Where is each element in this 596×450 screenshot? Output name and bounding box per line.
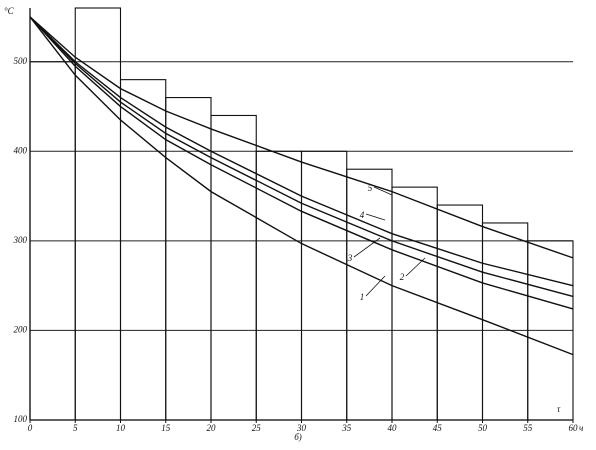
x-tick-label: 20 bbox=[207, 423, 217, 433]
step-block bbox=[300, 150, 348, 421]
curve bbox=[29, 16, 574, 259]
step-block bbox=[391, 186, 438, 421]
step-block bbox=[436, 204, 484, 421]
x-axis-label: τ bbox=[557, 404, 561, 414]
x-tick-label: 45 bbox=[433, 423, 443, 433]
curve-label: 2 bbox=[400, 272, 405, 282]
x-unit: ч bbox=[579, 423, 583, 433]
step-block bbox=[481, 222, 529, 421]
x-tick-label: 50 bbox=[478, 423, 488, 433]
curve-leader bbox=[365, 213, 386, 221]
x-tick-label: 30 bbox=[296, 423, 307, 433]
curve-leader bbox=[365, 275, 386, 297]
curve bbox=[29, 16, 574, 356]
y-tick-label: 400 bbox=[14, 145, 28, 155]
curve bbox=[29, 16, 574, 310]
y-tick-label: 200 bbox=[14, 324, 28, 334]
curve bbox=[29, 16, 574, 287]
x-tick-label: 55 bbox=[523, 423, 533, 433]
x-tick-label: 15 bbox=[161, 423, 171, 433]
curve-leader bbox=[353, 237, 381, 258]
x-tick-label: 40 bbox=[388, 423, 398, 433]
curve-label: 3 bbox=[347, 253, 353, 263]
y-axis-label: °C bbox=[4, 6, 15, 16]
x-tick-label: 60 bbox=[569, 423, 579, 433]
y-tick-label: 100 bbox=[14, 414, 28, 424]
curve-label: 5 bbox=[368, 183, 373, 193]
y-tick-label: 500 bbox=[14, 56, 28, 66]
x-tick-label: 0 bbox=[28, 423, 33, 433]
curve-leader bbox=[373, 186, 393, 196]
x-tick-label: 5 bbox=[73, 423, 78, 433]
step-block bbox=[119, 79, 167, 421]
curve-leader bbox=[405, 257, 426, 277]
curve-label: 4 bbox=[360, 210, 365, 220]
curve-label: 1 bbox=[360, 292, 365, 302]
x-tick-label: 10 bbox=[116, 423, 126, 433]
y-tick-label: 300 bbox=[13, 235, 28, 245]
step-block bbox=[346, 168, 393, 421]
curve bbox=[29, 16, 574, 298]
x-tick-label: 35 bbox=[341, 423, 352, 433]
caption: б) bbox=[294, 432, 302, 442]
x-tick-label: 25 bbox=[252, 423, 262, 433]
